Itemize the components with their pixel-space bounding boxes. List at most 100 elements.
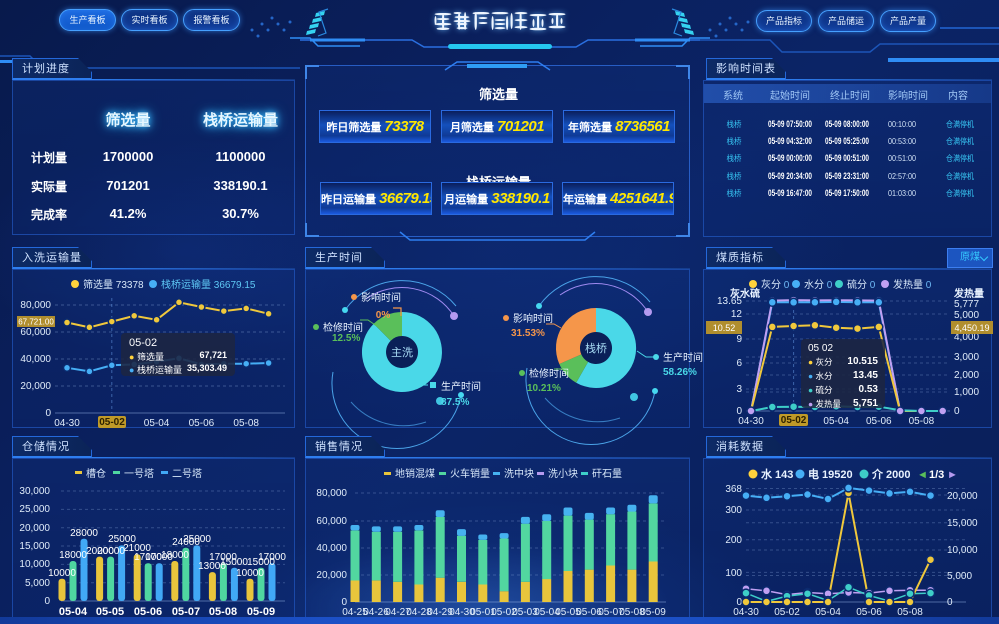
- svg-text:40,000: 40,000: [20, 354, 51, 365]
- svg-text:地销混煤: 地销混煤: [395, 467, 435, 480]
- svg-text:筛选量 73378: 筛选量 73378: [83, 278, 144, 291]
- svg-text:0: 0: [45, 408, 51, 419]
- svg-text:01:03:00: 01:03:00: [888, 188, 916, 198]
- svg-text:05-08: 05-08: [233, 418, 259, 429]
- svg-text:05-01: 05-01: [470, 607, 496, 618]
- svg-text:►: ►: [947, 469, 958, 481]
- svg-text:05-09 17:50:00: 05-09 17:50:00: [825, 188, 869, 198]
- svg-text:一号塔: 一号塔: [124, 467, 154, 480]
- svg-text:0: 0: [341, 597, 347, 608]
- svg-text:9: 9: [736, 334, 742, 345]
- svg-text:05-09 16:47:00: 05-09 16:47:00: [768, 188, 812, 198]
- svg-text:10,000: 10,000: [19, 559, 50, 570]
- svg-text:04-30: 04-30: [738, 416, 764, 427]
- svg-text:04-25: 04-25: [342, 607, 368, 618]
- svg-text:17000: 17000: [134, 552, 162, 563]
- svg-text:05-04: 05-04: [534, 607, 560, 618]
- svg-text:05-09 23:31:00: 05-09 23:31:00: [825, 171, 869, 181]
- svg-text:栈桥: 栈桥: [727, 188, 742, 198]
- svg-text:05-08: 05-08: [619, 607, 645, 618]
- svg-text:矸石量: 矸石量: [592, 468, 622, 480]
- svg-text:05-04: 05-04: [823, 416, 849, 427]
- svg-text:2,000: 2,000: [954, 370, 979, 381]
- svg-text:灰分 0: 灰分 0: [761, 278, 790, 291]
- svg-text:200: 200: [725, 535, 742, 546]
- svg-text:24000: 24000: [172, 537, 200, 548]
- svg-text:25000: 25000: [108, 534, 136, 545]
- svg-text:04-28: 04-28: [406, 607, 432, 618]
- svg-text:05-09: 05-09: [247, 606, 275, 618]
- svg-text:31.53%: 31.53%: [511, 328, 545, 339]
- svg-text:仓满停机: 仓满停机: [946, 153, 974, 163]
- svg-text:0: 0: [44, 596, 50, 607]
- svg-text:05-09: 05-09: [640, 607, 666, 618]
- svg-text:17000: 17000: [258, 552, 286, 563]
- svg-text:10000: 10000: [236, 568, 264, 579]
- svg-text:00:10:00: 00:10:00: [888, 119, 916, 129]
- svg-text:栈桥: 栈桥: [585, 341, 607, 355]
- svg-text:1/3: 1/3: [929, 469, 944, 481]
- svg-text:04-30: 04-30: [733, 607, 759, 618]
- svg-text:10.21%: 10.21%: [527, 383, 561, 394]
- svg-text:05-02: 05-02: [99, 417, 125, 428]
- svg-text:灰水硫: 灰水硫: [730, 287, 760, 300]
- svg-text:17000: 17000: [209, 552, 237, 563]
- svg-text:05-02: 05-02: [491, 607, 517, 618]
- svg-text:87.5%: 87.5%: [441, 397, 469, 408]
- svg-text:13.65: 13.65: [717, 296, 742, 307]
- svg-text:05-05: 05-05: [555, 607, 581, 618]
- svg-text:00:51:00: 00:51:00: [888, 153, 916, 163]
- svg-text:21000: 21000: [123, 543, 151, 554]
- svg-text:0: 0: [954, 406, 960, 417]
- svg-text:05-09 08:00:00: 05-09 08:00:00: [825, 119, 869, 129]
- svg-text:05-07: 05-07: [172, 606, 200, 618]
- svg-text:4,000: 4,000: [954, 332, 979, 343]
- svg-text:05-04: 05-04: [815, 607, 841, 618]
- svg-text:栈桥: 栈桥: [727, 171, 742, 181]
- svg-text:80,000: 80,000: [20, 300, 51, 311]
- svg-text:05-07: 05-07: [598, 607, 624, 618]
- svg-text:电 19520: 电 19520: [808, 467, 853, 481]
- svg-text:300: 300: [725, 505, 742, 516]
- svg-text:05-08: 05-08: [209, 606, 237, 618]
- svg-text:0%: 0%: [376, 310, 391, 321]
- svg-text:05-04: 05-04: [59, 606, 88, 618]
- svg-text:04-29: 04-29: [427, 607, 453, 618]
- svg-text:30,000: 30,000: [19, 486, 50, 497]
- svg-text:12: 12: [731, 309, 743, 320]
- svg-text:仓满停机: 仓满停机: [946, 171, 974, 181]
- svg-text:04-26: 04-26: [363, 607, 389, 618]
- svg-text:栈桥: 栈桥: [727, 119, 742, 129]
- svg-text:100: 100: [725, 568, 742, 579]
- svg-text:04-30: 04-30: [54, 418, 80, 429]
- svg-text:栈桥: 栈桥: [727, 136, 742, 146]
- svg-text:主洗: 主洗: [391, 346, 413, 359]
- svg-text:5,000: 5,000: [947, 571, 972, 582]
- svg-text:25,000: 25,000: [19, 504, 50, 515]
- svg-text:检修时间: 检修时间: [529, 367, 569, 380]
- svg-text:05-06: 05-06: [134, 606, 162, 618]
- svg-text:15000: 15000: [220, 557, 248, 568]
- svg-text:13000: 13000: [198, 561, 226, 572]
- svg-text:40,000: 40,000: [316, 543, 347, 554]
- svg-text:栈桥: 栈桥: [727, 153, 742, 163]
- svg-text:05-08: 05-08: [909, 416, 935, 427]
- svg-text:10000: 10000: [48, 568, 76, 579]
- svg-text:05-05: 05-05: [96, 606, 124, 618]
- svg-text:05-06: 05-06: [189, 418, 215, 429]
- svg-text:生产时间: 生产时间: [441, 380, 481, 393]
- svg-text:硫分 0: 硫分 0: [847, 278, 876, 291]
- svg-text:5,000: 5,000: [954, 310, 979, 321]
- svg-text:05-04: 05-04: [144, 418, 170, 429]
- svg-text:12.5%: 12.5%: [332, 333, 360, 344]
- svg-text:栈桥运输量 36679.15: 栈桥运输量 36679.15: [161, 278, 256, 291]
- svg-text:0: 0: [947, 597, 953, 608]
- svg-text:15000: 15000: [247, 557, 275, 568]
- svg-text:15,000: 15,000: [947, 518, 978, 529]
- svg-text:3,000: 3,000: [954, 352, 979, 363]
- svg-text:洗中块: 洗中块: [504, 467, 534, 480]
- svg-text:仓满停机: 仓满停机: [946, 119, 974, 129]
- svg-text:18000: 18000: [161, 550, 189, 561]
- svg-text:17000: 17000: [145, 552, 173, 563]
- svg-text:80,000: 80,000: [316, 488, 347, 499]
